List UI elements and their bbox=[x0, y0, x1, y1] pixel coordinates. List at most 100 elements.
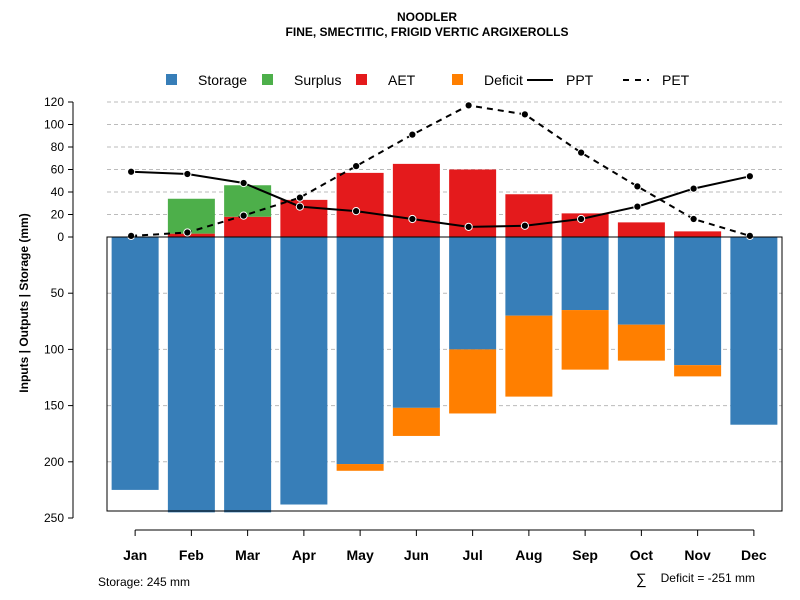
chart-subtitle: FINE, SMECTITIC, FRIGID VERTIC ARGIXEROL… bbox=[286, 25, 569, 39]
ppt-point bbox=[239, 178, 248, 188]
pet-point bbox=[520, 110, 529, 119]
storage-bar bbox=[336, 237, 384, 465]
x-tick-label: Apr bbox=[292, 547, 317, 563]
y-tick-label: 200 bbox=[44, 455, 64, 469]
storage-bar bbox=[617, 237, 665, 325]
storage-bar bbox=[111, 237, 159, 490]
pet-point bbox=[745, 231, 754, 240]
surplus-bar bbox=[224, 185, 272, 217]
legend-label-pet: PET bbox=[662, 72, 690, 88]
aet-bar bbox=[561, 213, 609, 237]
legend-swatch-aet bbox=[356, 74, 367, 85]
y-tick-label: 60 bbox=[51, 163, 65, 177]
pet-point bbox=[689, 214, 698, 224]
deficit-bar bbox=[505, 315, 553, 397]
aet-bar bbox=[617, 222, 665, 237]
ppt-point bbox=[745, 172, 754, 181]
y-tick-label: 150 bbox=[44, 399, 64, 413]
legend-swatch-deficit bbox=[452, 74, 463, 85]
x-tick-label: Nov bbox=[684, 547, 711, 563]
x-tick-label: Jul bbox=[463, 547, 483, 563]
bars bbox=[111, 163, 778, 513]
deficit-bar bbox=[449, 349, 497, 414]
aet-bar bbox=[224, 216, 272, 237]
ppt-point bbox=[352, 207, 361, 216]
y-tick-label: 100 bbox=[44, 342, 64, 356]
storage-bar bbox=[674, 237, 722, 366]
lines bbox=[127, 101, 754, 240]
deficit-bar bbox=[674, 365, 722, 377]
ppt-point bbox=[408, 214, 417, 224]
ppt-line bbox=[131, 170, 751, 228]
pet-line bbox=[131, 104, 751, 237]
ppt-point bbox=[127, 167, 136, 176]
x-tick-label: Oct bbox=[630, 547, 654, 563]
x-tick-label: Jan bbox=[123, 547, 147, 563]
surplus-bar bbox=[167, 198, 215, 234]
x-tick-label: Feb bbox=[179, 547, 204, 563]
pet-point bbox=[183, 228, 192, 237]
ppt-point bbox=[633, 202, 642, 211]
y-tick-label: 80 bbox=[51, 140, 65, 154]
pet-point bbox=[464, 101, 473, 110]
ppt-point bbox=[689, 184, 698, 193]
pet-point bbox=[633, 182, 642, 191]
aet-bar bbox=[280, 199, 328, 237]
legend-swatch-surplus bbox=[262, 74, 273, 85]
pet-point bbox=[352, 162, 361, 171]
legend-label-deficit: Deficit bbox=[484, 72, 523, 88]
chart-title: NOODLER bbox=[397, 10, 457, 24]
pet-point bbox=[239, 211, 248, 220]
ppt-point bbox=[577, 214, 586, 224]
x-tick-label: Sep bbox=[572, 547, 598, 563]
y-tick-label: 40 bbox=[51, 185, 65, 199]
x-tick-label: Jun bbox=[404, 547, 429, 563]
y-axis-label: Inputs | Outputs | Storage (mm) bbox=[17, 213, 31, 392]
y-tick-label: 100 bbox=[44, 118, 64, 132]
storage-bar bbox=[224, 237, 272, 513]
y-tick-label: 250 bbox=[44, 511, 64, 525]
legend-label-aet: AET bbox=[388, 72, 416, 88]
y-tick-label: 0 bbox=[57, 230, 64, 244]
y-tick-label: 20 bbox=[51, 208, 65, 222]
pet-point bbox=[408, 130, 417, 139]
legend-label-ppt: PPT bbox=[566, 72, 594, 88]
aet-bar bbox=[392, 163, 440, 237]
aet-bar bbox=[167, 233, 215, 237]
storage-bar bbox=[561, 237, 609, 311]
aet-bar bbox=[674, 231, 722, 237]
ppt-point bbox=[464, 222, 473, 231]
pet-point bbox=[295, 193, 304, 202]
storage-bar bbox=[280, 237, 328, 505]
storage-bar bbox=[730, 237, 778, 425]
storage-bar bbox=[392, 237, 440, 408]
y-tick-label: 120 bbox=[44, 95, 64, 109]
deficit-bar bbox=[561, 310, 609, 370]
legend-label-surplus: Surplus bbox=[294, 72, 341, 88]
storage-footer: Storage: 245 mm bbox=[98, 575, 190, 589]
deficit-bar bbox=[617, 324, 665, 361]
storage-bar bbox=[449, 237, 497, 350]
y-tick-label: 50 bbox=[51, 286, 65, 300]
storage-bar bbox=[167, 237, 215, 513]
aet-bar bbox=[336, 172, 384, 237]
gridlines bbox=[107, 101, 782, 463]
ppt-point bbox=[183, 169, 192, 179]
x-tick-label: May bbox=[347, 547, 374, 563]
ppt-point bbox=[520, 221, 529, 230]
x-tick-label: Aug bbox=[515, 547, 542, 563]
aet-bar bbox=[505, 194, 553, 237]
x-tick-label: Mar bbox=[235, 547, 260, 563]
pet-point bbox=[577, 148, 586, 157]
deficit-footer: Deficit = -251 mm bbox=[661, 571, 755, 585]
deficit-sum-symbol: ∑ bbox=[636, 571, 647, 588]
legend-label-storage: Storage bbox=[198, 72, 247, 88]
storage-bar bbox=[505, 237, 553, 316]
legend: Storage Surplus AET Deficit PPT PET bbox=[166, 72, 690, 88]
ppt-point bbox=[295, 202, 304, 211]
deficit-bar bbox=[392, 407, 440, 436]
deficit-bar bbox=[336, 464, 384, 471]
pet-point bbox=[127, 231, 136, 240]
